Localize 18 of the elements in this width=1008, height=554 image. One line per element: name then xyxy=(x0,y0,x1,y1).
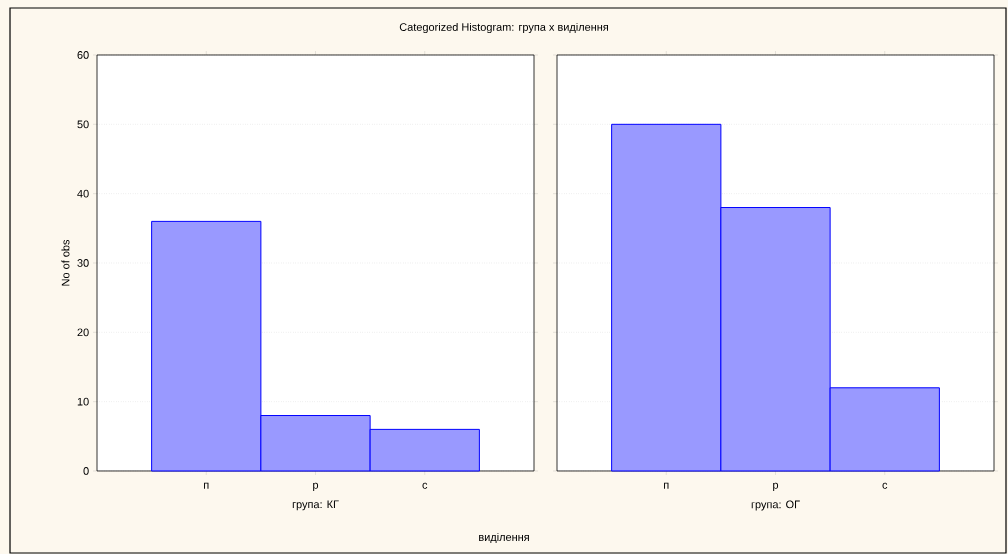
y-tick-label: 0 xyxy=(83,467,89,475)
x-axis-title: група: КГ xyxy=(292,500,339,511)
x-tick-label: п xyxy=(664,482,669,489)
x-axis-title: група: ОГ xyxy=(751,500,800,511)
x-tick-label: с xyxy=(422,482,428,489)
text: виділення xyxy=(479,532,529,544)
x-tick-label: с xyxy=(882,482,888,489)
y-tick-label: 50 xyxy=(77,120,89,129)
y-tick-label: 30 xyxy=(77,259,89,267)
y-tick-label: 60 xyxy=(77,51,89,59)
x-tick-label: р xyxy=(773,482,779,491)
y-tick-label: 10 xyxy=(77,397,89,406)
y-tick-label: 20 xyxy=(77,328,89,337)
y-tick-label: 40 xyxy=(77,189,89,198)
x-tick-label: п xyxy=(204,482,209,489)
y-axis-title: No of obs xyxy=(61,239,70,286)
chart-title: Categorized Histogram: група x виділення xyxy=(399,22,608,34)
x-tick-label: р xyxy=(313,482,319,491)
